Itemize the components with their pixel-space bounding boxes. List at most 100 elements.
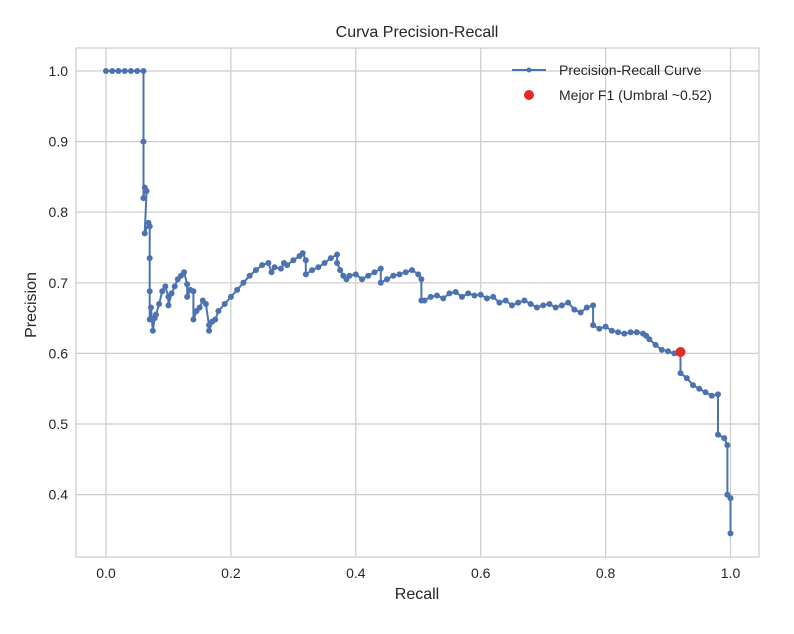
- pr-curve-marker: [502, 297, 509, 304]
- pr-curve-marker: [415, 271, 422, 278]
- pr-curve-marker: [334, 260, 341, 267]
- pr-curve-marker: [146, 223, 153, 230]
- grid-lines: [76, 48, 759, 557]
- x-tick-label: 0.6: [471, 565, 491, 581]
- pr-curve-marker: [147, 304, 154, 311]
- pr-curve-marker: [652, 341, 659, 348]
- pr-curve-marker: [212, 316, 219, 323]
- pr-curve-marker: [159, 288, 166, 295]
- pr-curve-marker: [633, 329, 640, 336]
- pr-curve-marker: [134, 68, 141, 74]
- pr-curve-marker: [702, 389, 709, 396]
- pr-curve-marker: [115, 68, 122, 74]
- pr-curve-marker: [337, 267, 344, 274]
- pr-curve-marker: [596, 325, 603, 332]
- pr-curve-marker: [608, 327, 615, 334]
- pr-curve-marker: [533, 304, 540, 311]
- axes-frame: [75, 47, 760, 558]
- y-tick-label: 0.8: [49, 204, 69, 220]
- pr-curve-marker: [146, 316, 153, 323]
- pr-curve-marker: [715, 431, 722, 438]
- pr-curve-marker: [168, 290, 175, 297]
- pr-curve-marker: [103, 68, 109, 74]
- pr-curve-marker: [727, 530, 734, 537]
- pr-curve-marker: [277, 265, 284, 272]
- pr-curve-marker: [234, 286, 241, 293]
- x-tick-label: 1.0: [721, 565, 741, 581]
- pr-curve-marker: [156, 300, 163, 307]
- legend-label-curve: Precision-Recall Curve: [559, 62, 702, 78]
- pr-curve-marker: [427, 293, 434, 300]
- pr-curve-marker: [184, 281, 191, 288]
- pr-curve-marker: [565, 299, 572, 306]
- pr-curve-marker: [271, 264, 278, 271]
- pr-curve-marker: [365, 272, 372, 279]
- pr-curve-marker: [540, 302, 547, 309]
- y-tick-labels: 0.4 0.5 0.6 0.7 0.8 0.9 1.0: [49, 63, 69, 503]
- pr-curve: [103, 68, 734, 537]
- y-tick-label: 0.4: [49, 487, 69, 503]
- pr-curve-marker: [184, 293, 191, 300]
- pr-curve-marker: [490, 293, 497, 300]
- best-f1-point: [675, 346, 686, 357]
- pr-curve-marker: [409, 267, 416, 274]
- pr-curve-marker: [284, 262, 291, 269]
- legend-label-best: Mejor F1 (Umbral ~0.52): [559, 87, 712, 103]
- pr-curve-marker: [327, 255, 334, 262]
- pr-curve-marker: [615, 329, 622, 336]
- pr-curve-marker: [141, 230, 148, 237]
- pr-curve-marker: [471, 292, 478, 299]
- pr-curve-marker: [483, 295, 490, 302]
- pr-curve-marker: [146, 288, 153, 295]
- pr-curve-marker: [315, 264, 322, 271]
- pr-curve-marker: [252, 267, 259, 274]
- pr-curve-marker: [377, 265, 384, 272]
- pr-curve-marker: [696, 385, 703, 392]
- pr-curve-marker: [140, 195, 147, 202]
- pr-curve-marker: [433, 292, 440, 299]
- pr-curve-marker: [646, 336, 653, 343]
- pr-curve-marker: [515, 299, 522, 306]
- pr-curve-marker: [290, 257, 297, 264]
- pr-curve-marker: [384, 276, 391, 283]
- pr-curve-marker: [259, 262, 266, 269]
- pr-curve-marker: [446, 290, 453, 297]
- pr-curve-marker: [621, 330, 628, 337]
- x-tick-label: 0.2: [221, 565, 241, 581]
- pr-curve-marker: [571, 306, 578, 313]
- pr-curve-marker: [334, 251, 341, 258]
- pr-curve-marker: [221, 300, 228, 307]
- pr-curve-marker: [127, 68, 134, 74]
- y-tick-label: 0.7: [49, 275, 69, 291]
- pr-curve-marker: [690, 382, 697, 389]
- pr-curve-marker: [677, 370, 684, 377]
- pr-curve-marker: [715, 391, 722, 398]
- pr-curve-marker: [143, 188, 150, 195]
- pr-curve-marker: [558, 302, 565, 309]
- pr-curve-marker: [590, 322, 597, 329]
- pr-curve-marker: [196, 304, 203, 311]
- y-tick-label: 0.5: [49, 416, 69, 432]
- pr-curve-marker: [577, 309, 584, 316]
- pr-curve-marker: [302, 271, 309, 278]
- pr-curve-marker: [552, 304, 559, 311]
- pr-curve-marker: [521, 297, 528, 304]
- pr-curve-marker: [721, 435, 728, 442]
- pr-curve-marker: [724, 442, 731, 449]
- y-axis-label: Precision: [23, 272, 40, 338]
- pr-curve-marker: [265, 260, 272, 267]
- pr-curve-marker: [352, 271, 359, 278]
- pr-curve-marker: [246, 272, 253, 279]
- pr-curve-marker: [377, 279, 384, 286]
- pr-curve-marker: [181, 269, 188, 276]
- pr-curve-marker: [227, 293, 234, 300]
- x-axis-label: Recall: [395, 586, 439, 603]
- x-tick-label: 0.0: [96, 565, 116, 581]
- pr-curve-marker: [602, 323, 609, 330]
- pr-curve-marker: [171, 283, 178, 290]
- pr-curve-marker: [508, 302, 515, 309]
- pr-curve-marker: [268, 269, 275, 276]
- pr-curve-marker: [206, 327, 213, 334]
